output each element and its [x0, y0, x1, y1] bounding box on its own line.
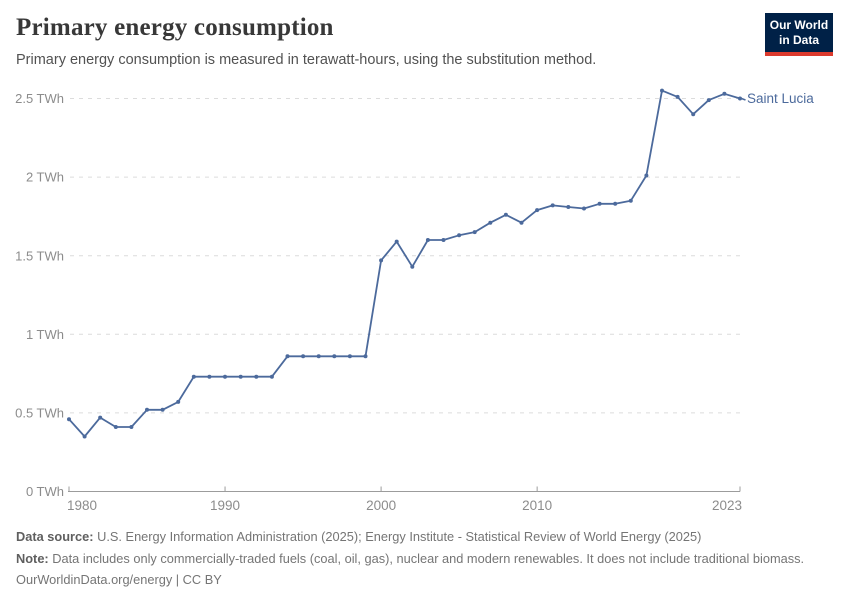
data-point[interactable] [191, 374, 196, 379]
y-axis-tick-label: 0.5 TWh [15, 405, 64, 420]
data-point[interactable] [441, 238, 446, 242]
y-axis-tick-label: 2 TWh [26, 170, 64, 185]
data-point[interactable] [691, 112, 696, 117]
data-point[interactable] [628, 198, 633, 203]
y-axis-tick-label: 1 TWh [26, 327, 64, 342]
data-point[interactable] [488, 220, 493, 225]
footer-note-label: Note: [16, 550, 49, 566]
data-point[interactable] [644, 173, 649, 178]
data-point[interactable] [550, 203, 555, 208]
data-point[interactable] [394, 239, 399, 244]
data-point[interactable] [738, 96, 742, 101]
footer-note-line: Note: Data includes only commercially-tr… [16, 548, 836, 570]
x-axis-tick-label: 1990 [210, 498, 240, 513]
data-point[interactable] [722, 91, 727, 96]
data-point[interactable] [98, 415, 103, 420]
y-axis-tick-label: 0 TWh [26, 484, 64, 499]
x-axis-tick-label: 2000 [366, 498, 396, 513]
data-point[interactable] [160, 407, 165, 412]
owid-logo-line1: Our World [769, 18, 829, 32]
data-point[interactable] [425, 238, 430, 242]
data-point[interactable] [675, 94, 680, 99]
data-point[interactable] [145, 407, 149, 412]
footer-source-label: Data source: [16, 529, 94, 544]
data-point[interactable] [566, 205, 571, 209]
chart-footer: Data source: U.S. Energy Information Adm… [16, 526, 836, 591]
footer-note-text: Data includes only commercially-traded f… [48, 550, 805, 566]
data-point[interactable] [457, 233, 462, 238]
data-point[interactable] [254, 374, 259, 379]
data-point[interactable] [332, 354, 337, 359]
data-point[interactable] [519, 220, 524, 225]
chart-title: Primary energy consumption [16, 14, 334, 41]
data-point[interactable] [347, 354, 352, 359]
data-point[interactable] [582, 206, 586, 211]
owid-logo-line2: in Data [778, 33, 819, 47]
footer-source-text: U.S. Energy Information Administration (… [93, 529, 702, 544]
data-point[interactable] [503, 212, 508, 217]
data-point[interactable] [597, 201, 602, 206]
data-point[interactable] [223, 374, 227, 379]
series-line[interactable] [68, 89, 741, 438]
data-point[interactable] [269, 374, 274, 379]
data-point[interactable] [285, 354, 290, 359]
data-point[interactable] [301, 354, 306, 359]
data-point[interactable] [113, 425, 118, 429]
data-point[interactable] [316, 354, 321, 359]
chart-subtitle: Primary energy consumption is measured i… [16, 52, 597, 68]
data-point[interactable] [67, 417, 71, 422]
data-point[interactable] [207, 374, 212, 379]
data-point[interactable] [472, 230, 477, 235]
x-axis-tick-label: 1980 [67, 498, 97, 513]
data-point[interactable] [82, 434, 87, 439]
data-point[interactable] [660, 88, 664, 93]
data-point[interactable] [706, 98, 711, 103]
y-axis-tick-label: 2.5 TWh [15, 91, 64, 106]
data-point[interactable] [379, 258, 384, 263]
x-axis-tick-label: 2023 [712, 498, 742, 513]
entity-label-connector [741, 97, 746, 101]
data-point[interactable] [535, 208, 540, 213]
data-point[interactable] [176, 399, 181, 404]
footer-source-line: Data source: U.S. Energy Information Adm… [16, 526, 836, 548]
data-point[interactable] [363, 354, 368, 359]
x-axis-tick-label: 2010 [522, 498, 552, 513]
data-point[interactable] [238, 374, 243, 379]
owid-logo[interactable]: Our World in Data [765, 13, 833, 56]
entity-label[interactable]: Saint Lucia [747, 91, 814, 106]
data-point[interactable] [129, 425, 134, 429]
footer-license-line: OurWorldinData.org/energy | CC BY [16, 572, 222, 587]
y-axis-tick-label: 1.5 TWh [15, 248, 64, 263]
data-point[interactable] [410, 264, 415, 269]
data-point[interactable] [613, 201, 618, 206]
